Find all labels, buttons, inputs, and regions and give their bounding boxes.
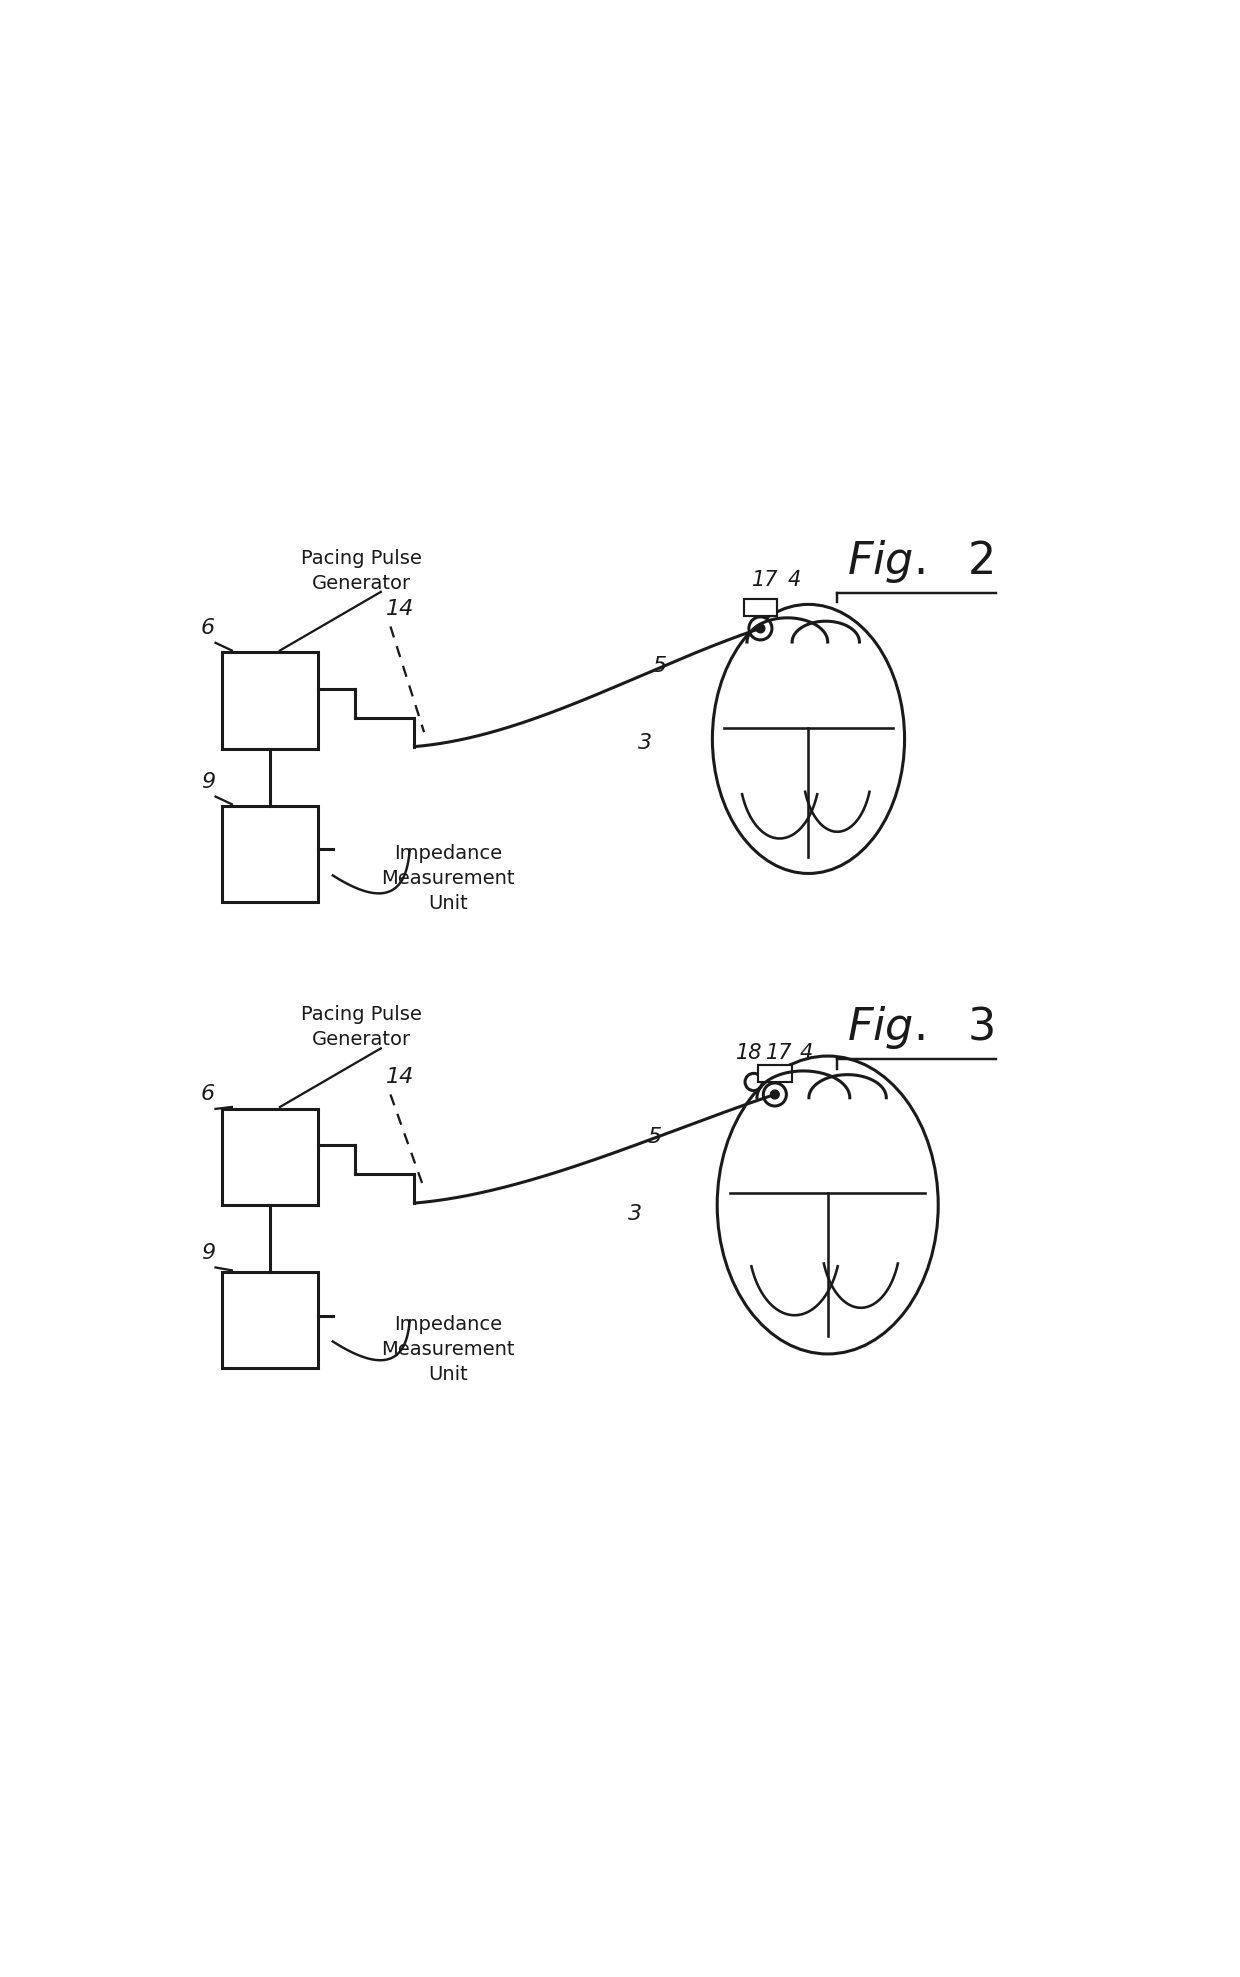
Bar <box>758 1066 791 1081</box>
Text: Impedance
Measurement
Unit: Impedance Measurement Unit <box>382 1315 515 1384</box>
Text: 17: 17 <box>751 569 779 589</box>
Text: 18: 18 <box>735 1042 763 1064</box>
Text: 6: 6 <box>201 619 215 639</box>
Text: 9: 9 <box>201 771 215 791</box>
Text: 17: 17 <box>766 1042 792 1064</box>
Text: 14: 14 <box>386 599 414 619</box>
Circle shape <box>756 625 765 633</box>
Text: $\mathit{Fig.}$  $\mathit{2}$: $\mathit{Fig.}$ $\mathit{2}$ <box>847 538 993 585</box>
Circle shape <box>764 1083 786 1105</box>
Circle shape <box>749 617 773 641</box>
Text: Pacing Pulse
Generator: Pacing Pulse Generator <box>301 550 422 593</box>
Bar <box>744 599 777 617</box>
Text: 3: 3 <box>629 1204 642 1224</box>
Text: $\mathit{Fig.}$  $\mathit{3}$: $\mathit{Fig.}$ $\mathit{3}$ <box>847 1004 993 1052</box>
Text: 4: 4 <box>787 569 801 589</box>
Text: 5: 5 <box>652 656 667 676</box>
Text: 9: 9 <box>201 1244 215 1263</box>
Bar <box>222 1273 319 1368</box>
Text: Pacing Pulse
Generator: Pacing Pulse Generator <box>301 1004 422 1050</box>
Text: 4: 4 <box>800 1042 813 1064</box>
Bar <box>222 807 319 902</box>
Text: 5: 5 <box>647 1127 662 1147</box>
Text: 14: 14 <box>386 1068 414 1087</box>
Bar <box>222 652 319 749</box>
Text: 6: 6 <box>201 1083 215 1103</box>
Text: Impedance
Measurement
Unit: Impedance Measurement Unit <box>382 844 515 913</box>
Text: 3: 3 <box>639 733 652 753</box>
Bar <box>222 1109 319 1206</box>
Circle shape <box>770 1089 779 1099</box>
